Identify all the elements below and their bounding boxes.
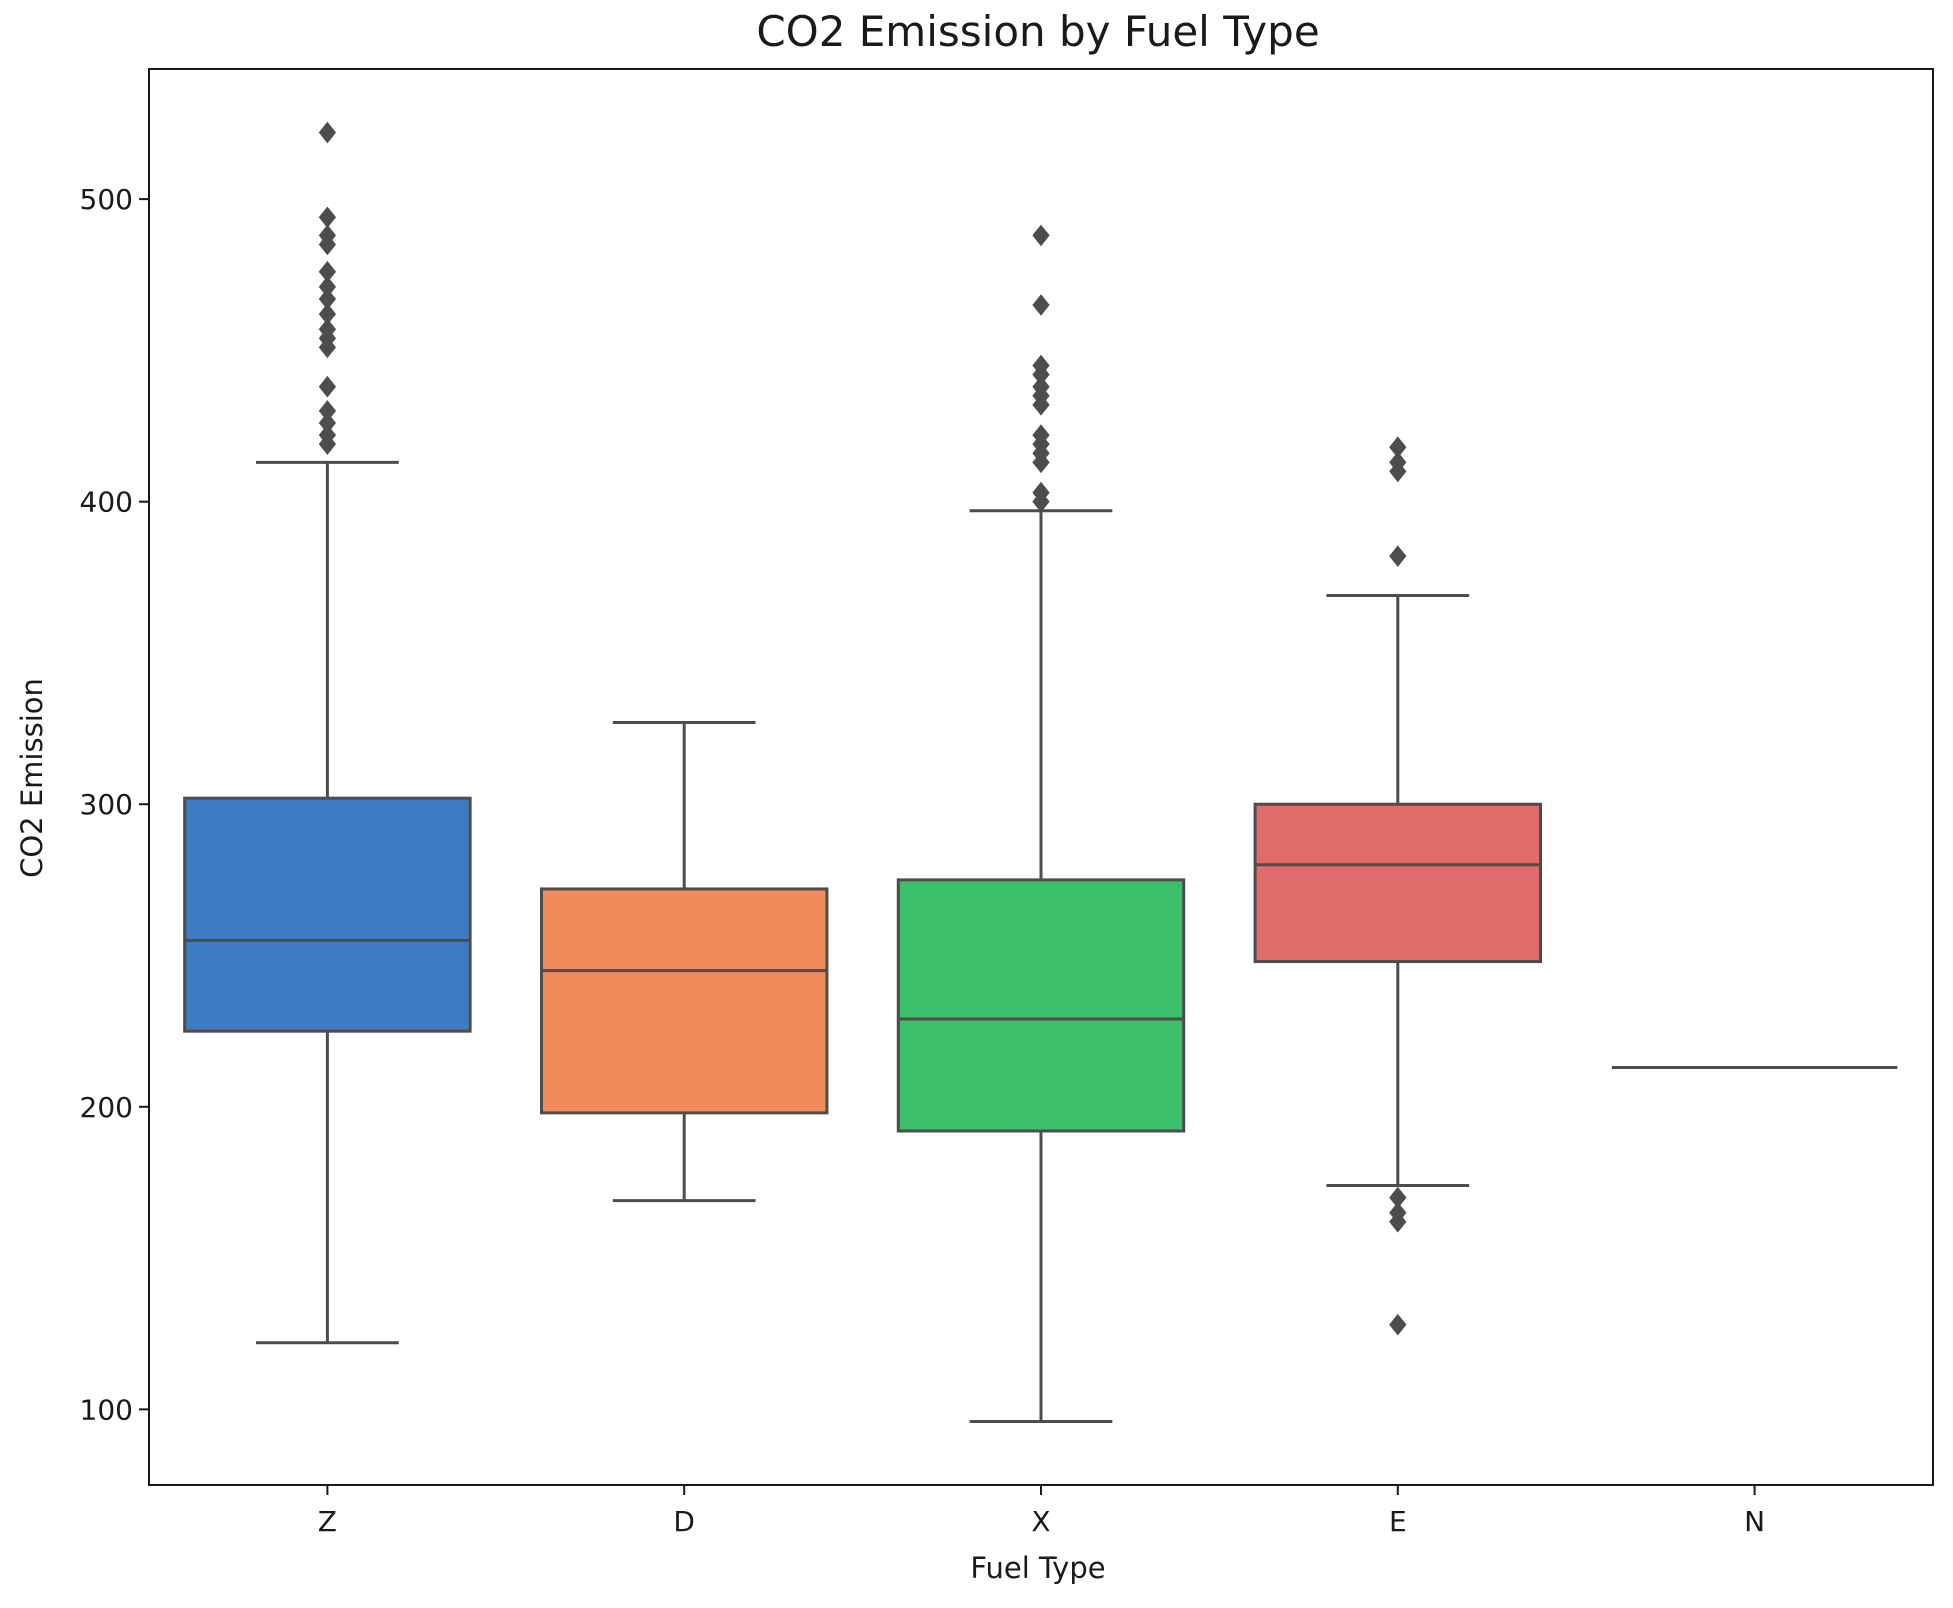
y-tick-label: 100	[80, 1393, 133, 1426]
outlier-point	[1032, 375, 1050, 398]
outlier-point	[318, 224, 337, 247]
outlier-point	[318, 318, 337, 341]
outlier-point	[1389, 436, 1407, 459]
box-body	[896, 878, 1186, 1133]
box-body	[1253, 802, 1543, 964]
outlier-point	[318, 260, 337, 283]
outlier-point	[318, 288, 337, 310]
outlier-point	[318, 276, 337, 298]
outlier-point	[1032, 354, 1050, 377]
plot-frame	[148, 68, 1934, 1486]
x-tick-label: E	[1389, 1505, 1407, 1538]
x-tick-label: D	[673, 1505, 695, 1538]
outlier-point	[1032, 224, 1050, 247]
y-tick-label: 400	[80, 486, 133, 519]
outlier-point	[318, 121, 337, 144]
x-tick-label: N	[1744, 1505, 1765, 1538]
x-tick-label: X	[1031, 1505, 1050, 1538]
outlier-point	[1389, 1186, 1407, 1209]
boxes-layer	[183, 121, 1898, 1423]
outlier-point	[318, 303, 337, 325]
y-axis: 100 200 300 400 500	[80, 183, 149, 1426]
x-axis-title: Fuel Type	[970, 1551, 1105, 1585]
box-body	[539, 887, 829, 1115]
outlier-point	[1032, 294, 1050, 316]
y-tick-label: 500	[80, 183, 133, 216]
outlier-point	[318, 424, 337, 446]
outlier-point	[318, 412, 337, 434]
y-tick-label: 300	[80, 788, 133, 821]
box-body	[183, 796, 472, 1033]
x-tick-label: Z	[318, 1505, 337, 1538]
box-Z	[183, 121, 472, 1345]
outlier-point	[318, 375, 337, 398]
outlier-point	[318, 400, 337, 422]
y-tick-label: 200	[80, 1091, 133, 1124]
outlier-point	[1032, 424, 1050, 446]
outlier-point	[1389, 545, 1407, 567]
outlier-point	[1032, 481, 1050, 504]
box-D	[539, 721, 829, 1203]
outlier-point	[1389, 1201, 1407, 1224]
outlier-point	[1389, 451, 1407, 474]
outlier-point	[1389, 1313, 1407, 1336]
chart-title: CO2 Emission by Fuel Type	[756, 7, 1319, 56]
box-E	[1253, 436, 1543, 1336]
box-X	[896, 224, 1186, 1423]
outlier-point	[318, 206, 337, 229]
y-axis-title: CO2 Emission	[15, 678, 49, 878]
